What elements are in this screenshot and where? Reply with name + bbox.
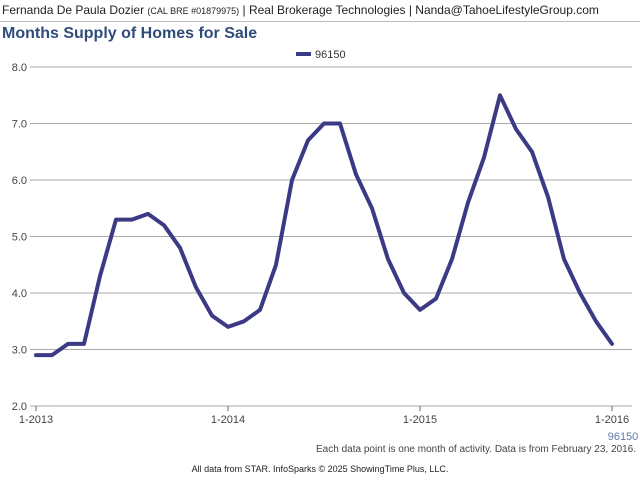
y-tick-label: 6.0 [12, 175, 27, 187]
y-tick-label: 8.0 [12, 62, 27, 74]
brokerage-contact: | Real Brokerage Technologies | Nanda@Ta… [242, 3, 599, 17]
legend-label: 96150 [315, 49, 346, 61]
y-tick-label: 2.0 [12, 401, 27, 413]
x-tick-label: 1-2014 [211, 414, 245, 426]
series-line-96150 [34, 93, 614, 358]
chart-title: Months Supply of Homes for Sale [2, 25, 258, 42]
y-tick-label: 4.0 [12, 288, 27, 300]
x-tick-label: 1-2015 [403, 414, 437, 426]
agent-name: Fernanda De Paula Dozier [2, 3, 145, 17]
series-end-label: 96150 [608, 431, 639, 443]
x-tick-label: 1-2013 [19, 414, 53, 426]
page-header: Fernanda De Paula Dozier (CAL BRE #01879… [0, 0, 640, 22]
y-tick-label: 7.0 [12, 119, 27, 131]
y-tick-label: 3.0 [12, 345, 27, 357]
y-tick-label: 5.0 [12, 232, 27, 244]
license-number: (CAL BRE #01879975) [147, 6, 240, 16]
data-footnote: Each data point is one month of activity… [316, 444, 636, 455]
x-tick-label: 1-2016 [595, 414, 629, 426]
copyright-notice: All data from STAR. InfoSparks © 2025 Sh… [191, 464, 449, 474]
